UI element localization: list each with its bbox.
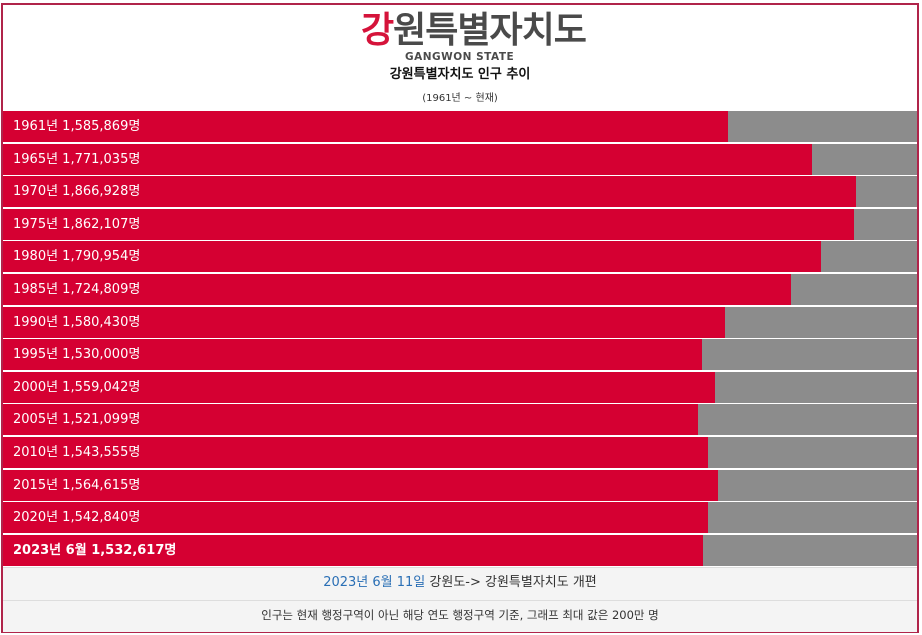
bar xyxy=(3,111,728,142)
bar xyxy=(3,176,856,208)
bar-row: 2023년 6월 1,532,617명 xyxy=(3,534,917,566)
footer-change: 강원도-> 강원특별자치도 개편 xyxy=(425,575,597,590)
bar-row: 1985년 1,724,809명 xyxy=(3,274,917,305)
bar-label: 2015년 1,564,615명 xyxy=(13,477,141,493)
chart-title: 강원특별자치도 인구 추이 xyxy=(389,67,531,82)
bar-row: 2015년 1,564,615명 xyxy=(3,469,917,501)
population-bar-chart: 1961년 1,585,869명 1965년 1,771,035명 1970년 1,… xyxy=(3,111,917,567)
bar xyxy=(3,469,718,501)
bar-label: 1975년 1,862,107명 xyxy=(13,216,141,232)
bar xyxy=(3,502,708,534)
bar-label: 2000년 1,559,042명 xyxy=(13,379,141,395)
bar-label: 1970년 1,866,928명 xyxy=(13,184,141,200)
bar xyxy=(3,143,812,175)
bar xyxy=(3,534,703,566)
bar-row: 2010년 1,543,555명 xyxy=(3,437,917,468)
bar-label: 2010년 1,543,555명 xyxy=(13,445,141,460)
bar-row: 1980년 1,790,954명 xyxy=(3,241,917,273)
bar-row: 1961년 1,585,869명 xyxy=(3,111,917,142)
bar-row: 1970년 1,866,928명 xyxy=(3,176,917,208)
bar-label: 2005년 1,521,099명 xyxy=(13,412,141,428)
bar-row: 1965년 1,771,035명 xyxy=(3,143,917,175)
gangwon-logo: 강원특별자치도 GANGWON STATE xyxy=(361,11,587,64)
logo-rest: 원특별자치도 xyxy=(393,10,587,51)
logo-accent: 강 xyxy=(361,10,394,51)
bar-row: 2020년 1,542,840명 xyxy=(3,502,917,534)
bar-row: 1990년 1,580,430명 xyxy=(3,306,917,338)
bar-label: 1990년 1,580,430명 xyxy=(13,314,141,330)
chart-frame: 강원특별자치도 GANGWON STATE 강원특별자치도 인구 추이 (196… xyxy=(1,3,919,633)
bar-row: 1975년 1,862,107명 xyxy=(3,208,917,240)
bar xyxy=(3,339,702,371)
bar xyxy=(3,306,725,338)
bar xyxy=(3,404,698,436)
bar xyxy=(3,241,821,273)
footer-note: 인구는 현재 행정구역이 아닌 해당 연도 행정구역 기준, 그래프 최대 값은… xyxy=(3,600,917,632)
chart-subtitle: (1961년 ~ 현재) xyxy=(422,93,498,104)
footer-date: 2023년 6월 11일 xyxy=(323,575,426,590)
bar-label: 1995년 1,530,000명 xyxy=(13,347,141,363)
logo-english: GANGWON STATE xyxy=(405,51,515,63)
bar-label: 1961년 1,585,869명 xyxy=(13,119,141,134)
header: 강원특별자치도 GANGWON STATE 강원특별자치도 인구 추이 (196… xyxy=(3,5,917,111)
bar-label: 1980년 1,790,954명 xyxy=(13,249,141,265)
bar xyxy=(3,371,715,403)
bar-row: 2005년 1,521,099명 xyxy=(3,404,917,436)
bar-label: 1985년 1,724,809명 xyxy=(13,282,141,297)
footer-event: 2023년 6월 11일 강원도-> 강원특별자치도 개편 xyxy=(3,567,917,600)
bar xyxy=(3,437,708,468)
bar-row: 2000년 1,559,042명 xyxy=(3,371,917,403)
bar-row: 1995년 1,530,000명 xyxy=(3,339,917,371)
bar-label: 2023년 6월 1,532,617명 xyxy=(13,542,177,558)
logo-wordmark: 강원특별자치도 xyxy=(361,10,587,51)
bar xyxy=(3,274,791,305)
bar-label: 1965년 1,771,035명 xyxy=(13,151,141,167)
bar xyxy=(3,208,854,240)
bar-label: 2020년 1,542,840명 xyxy=(13,510,141,526)
